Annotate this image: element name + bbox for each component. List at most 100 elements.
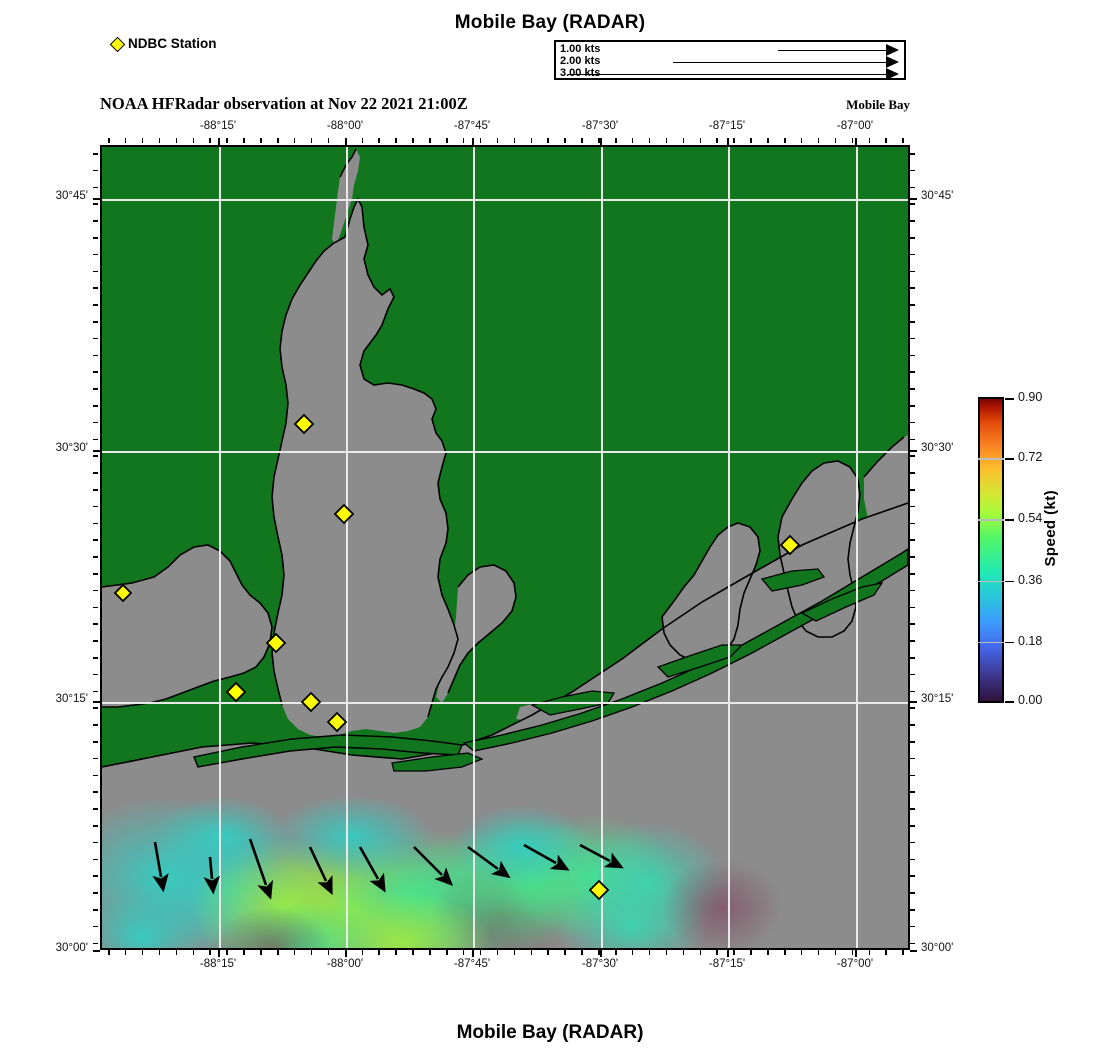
axis-tick-major [727, 138, 729, 145]
colorbar-tickmark [1005, 458, 1014, 460]
x-axis-label-top: -88°00' [326, 120, 364, 132]
axis-tick [716, 138, 718, 143]
axis-tick [141, 138, 144, 143]
vector-shaft-2 [673, 62, 888, 64]
axis-tick [910, 573, 915, 575]
axis-tick [615, 138, 617, 143]
ndbc-station-marker[interactable] [779, 534, 801, 556]
colorbar-tickmark [1005, 519, 1014, 521]
colorbar-tick-label: 0.00 [1018, 693, 1043, 707]
y-axis-label-left: 30°00' [55, 942, 88, 954]
bon-secour-bay [436, 565, 516, 703]
axis-tick [784, 138, 786, 143]
axis-tick [665, 950, 668, 955]
ndbc-station-marker[interactable] [333, 503, 355, 525]
axis-tick [93, 153, 98, 155]
current-vector [467, 845, 511, 879]
axis-tick-major [600, 138, 602, 145]
axis-tick [378, 138, 380, 143]
axis-tick-major [93, 198, 100, 200]
axis-tick [910, 724, 915, 726]
axis-tick-major [345, 138, 347, 145]
axis-tick [93, 690, 98, 693]
axis-tick [93, 757, 98, 760]
axis-tick [910, 589, 915, 592]
axis-tick [513, 950, 516, 955]
axis-tick [277, 950, 279, 955]
axis-tick [93, 925, 98, 928]
axis-tick [910, 186, 915, 189]
axis-tick [868, 950, 871, 955]
vector-scale-row-3: 3.00 kts [556, 67, 904, 80]
colorbar-tickline [978, 458, 1004, 460]
ndbc-station-marker[interactable] [588, 879, 610, 901]
colorbar-tick-label: 0.54 [1018, 511, 1043, 526]
colorbar-tickmark [1005, 641, 1014, 644]
vector-arrowhead-1 [886, 44, 899, 56]
current-vector [579, 843, 624, 869]
colorbar-tickline [978, 519, 1004, 521]
axis-tick [93, 169, 98, 172]
axis-tick [93, 388, 98, 390]
axis-tick [93, 791, 98, 793]
axis-tick [93, 337, 98, 340]
current-vector [523, 843, 570, 871]
axis-tick-major [855, 950, 857, 957]
bottom-page-title: Mobile Bay (RADAR) [456, 1022, 644, 1043]
y-axis-ticks-right [910, 145, 917, 952]
ndbc-station-marker[interactable] [265, 632, 287, 654]
current-vector [358, 846, 386, 893]
y-axis-label-right: 30°15' [921, 693, 954, 705]
y-axis-ticks-left [93, 145, 100, 952]
axis-tick-major [345, 950, 347, 957]
colorbar-tickmark [1005, 398, 1014, 400]
ndbc-station-marker[interactable] [113, 583, 133, 603]
axis-tick [564, 138, 566, 143]
axis-tick [93, 841, 98, 844]
region-label: Mobile Bay [846, 97, 910, 112]
axis-tick [910, 472, 915, 474]
axis-tick [868, 138, 871, 143]
observation-subtitle: NOAA HFRadar observation at Nov 22 2021 … [100, 94, 468, 113]
axis-tick-major [910, 450, 917, 452]
colorbar-tickmark [1005, 701, 1014, 703]
y-axis-label-left: 30°30' [55, 442, 88, 454]
axis-tick [310, 138, 313, 143]
x-axis-label-top: -87°45' [453, 120, 491, 132]
axis-tick [530, 950, 533, 955]
axis-tick [93, 539, 98, 541]
axis-tick [910, 237, 915, 239]
axis-tick [910, 892, 915, 894]
axis-tick [800, 950, 803, 955]
ndbc-station-marker[interactable] [293, 413, 315, 435]
axis-tick [598, 138, 600, 143]
axis-tick [93, 606, 98, 609]
axis-tick [158, 950, 161, 955]
axis-tick [648, 138, 651, 143]
ndbc-station-marker[interactable] [225, 681, 247, 703]
colorbar-tick-label: 0.72 [1018, 450, 1043, 465]
axis-tick [446, 950, 448, 955]
map-plot-area[interactable] [100, 145, 910, 950]
ndbc-station-layer[interactable] [113, 413, 801, 901]
axis-tick-major [472, 138, 474, 145]
axis-tick [910, 791, 915, 793]
ndbc-station-legend-label: NDBC Station [128, 36, 217, 52]
axis-tick [378, 950, 380, 955]
vector-scale-row-2: 2.00 kts [556, 55, 904, 68]
ndbc-station-marker[interactable] [326, 711, 348, 733]
current-vector [413, 846, 454, 887]
axis-tick [910, 741, 915, 743]
axis-tick [910, 556, 915, 558]
axis-tick [293, 138, 296, 143]
ndbc-station-marker[interactable] [300, 691, 322, 713]
axis-tick [910, 220, 915, 222]
axis-tick-major [855, 138, 857, 145]
axis-tick [429, 950, 431, 955]
colorbar[interactable]: 0.90 0.72 0.54 0.36 0.18 0.00 [978, 390, 1042, 707]
vector-shaft-3 [568, 74, 888, 76]
current-vector [152, 841, 169, 893]
axis-tick [93, 489, 98, 491]
axis-tick [910, 606, 915, 609]
perdido-bay [662, 523, 760, 663]
